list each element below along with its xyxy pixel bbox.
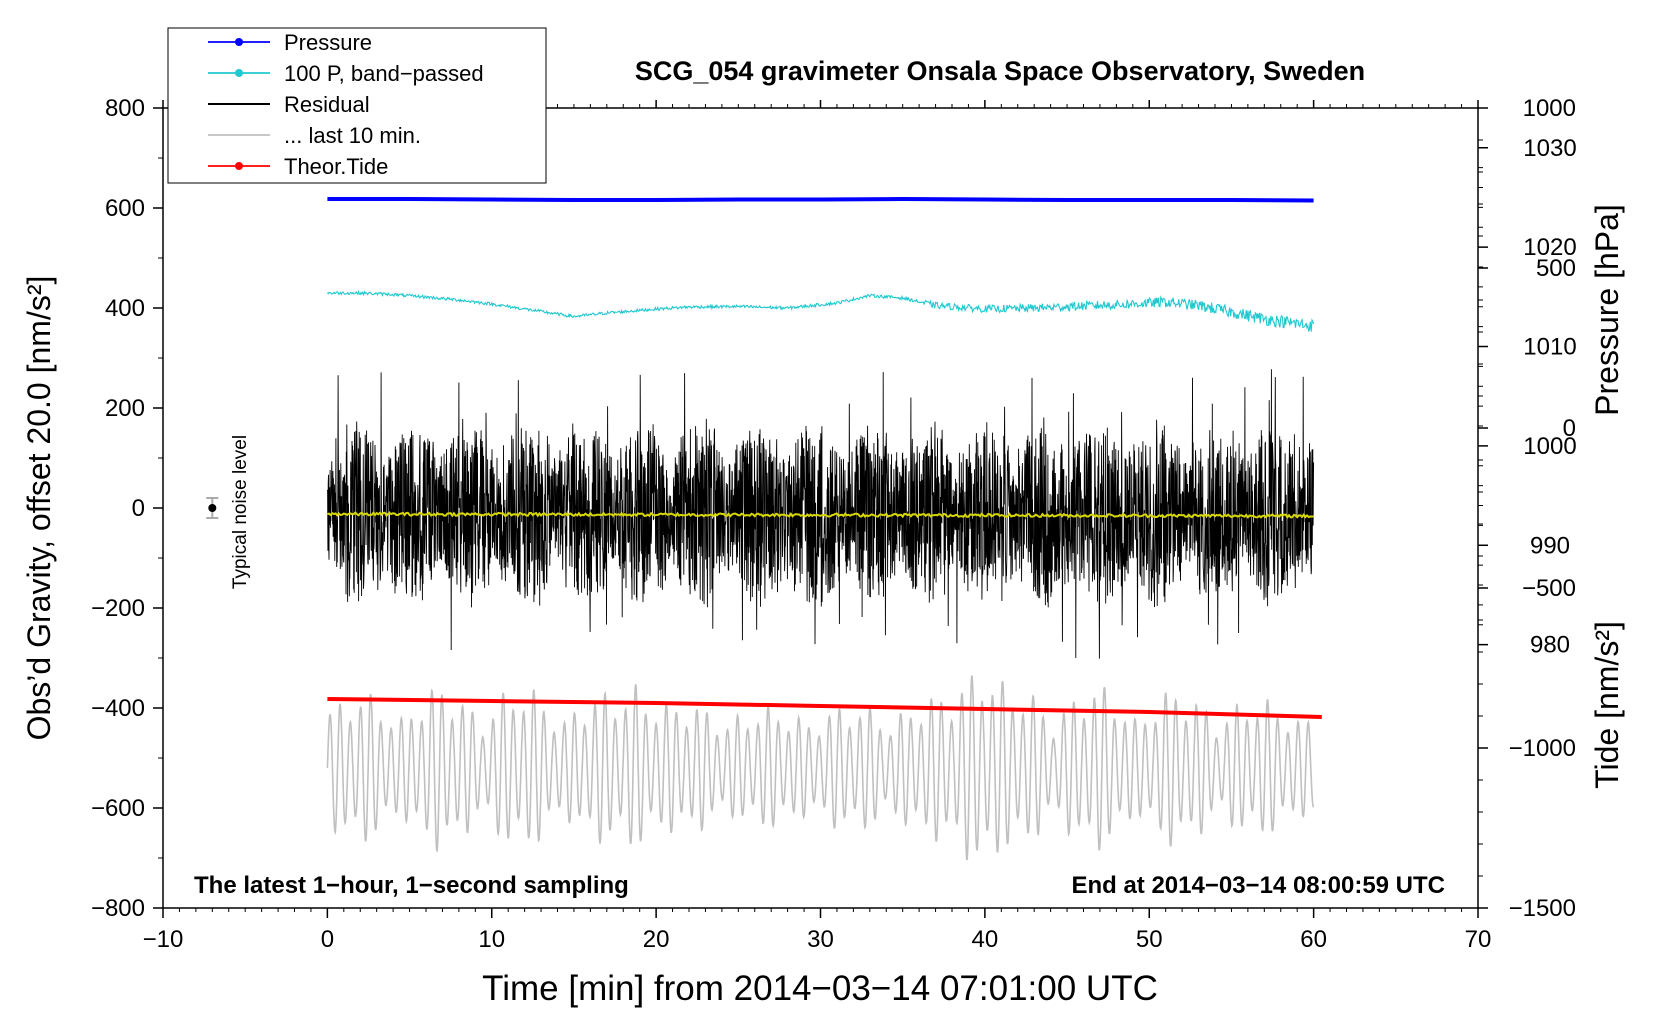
series-residual-smoothed: [327, 511, 1314, 520]
pressure-axis-label: Pressure [hPa]: [1589, 204, 1625, 416]
ticks-layer: −10 0 10 20 30 40 50 60 708006004002000−200−400−…: [91, 95, 1577, 953]
pressure-tick-label: 990: [1530, 532, 1570, 559]
x-tick-label: 30: [807, 926, 834, 953]
x-tick-label: 20: [643, 926, 670, 953]
y-tick-label: 200: [105, 395, 145, 422]
x-tick-label: 40: [972, 926, 999, 953]
y-tick-label: −600: [91, 795, 145, 822]
series-theor-tide: [327, 697, 1322, 719]
pressure-tick-label: 1010: [1523, 334, 1576, 361]
series-residual: [326, 369, 1315, 659]
legend-marker: [235, 38, 243, 46]
y-tick-label: −400: [91, 695, 145, 722]
tide-axis-label: Tide [nm/s²]: [1589, 621, 1625, 789]
y-tick-label: 800: [105, 95, 145, 122]
tide-tick-label: −1500: [1509, 895, 1576, 922]
pressure-tick-label: 1020: [1523, 234, 1576, 261]
legend-label: ... last 10 min.: [284, 123, 421, 148]
x-tick-label: 70: [1465, 926, 1492, 953]
legend-label: Residual: [284, 92, 370, 117]
x-axis-label: Time [min] from 2014−03−14 07:01:00 UTC: [482, 969, 1158, 1008]
x-tick-label: 60: [1300, 926, 1327, 953]
series-pressure: [327, 196, 1314, 203]
y-axis-label: Obs’d Gravity, offset 20.0 [nm/s²]: [21, 276, 57, 741]
x-tick-label: −10: [143, 926, 184, 953]
series-layer: [326, 196, 1322, 861]
y-tick-label: −200: [91, 595, 145, 622]
annotation-bottom-right: End at 2014−03−14 08:00:59 UTC: [1071, 872, 1445, 899]
y-tick-label: −800: [91, 895, 145, 922]
pressure-tick-label: 980: [1530, 632, 1570, 659]
tide-tick-label: 1000: [1523, 95, 1576, 122]
tide-tick-label: 0: [1563, 415, 1576, 442]
legend-marker: [235, 69, 243, 77]
y-tick-label: 600: [105, 195, 145, 222]
legend-entries: Pressure 100 P, band−passed Residual ... la…: [208, 30, 484, 179]
noise-marker: [206, 497, 219, 519]
pressure-tick-label: 1000: [1523, 433, 1576, 460]
tide-tick-label: 500: [1536, 255, 1576, 282]
legend-marker: [235, 162, 243, 170]
series-last-10-min: [326, 675, 1315, 861]
chart-title: SCG_054 gravimeter Onsala Space Observat…: [635, 56, 1365, 86]
series-pressure-band-passed: [326, 289, 1315, 332]
noise-point: [208, 504, 217, 512]
legend-label: Pressure: [284, 30, 372, 55]
legend-label: Theor.Tide: [284, 154, 388, 179]
y-tick-label: 400: [105, 295, 145, 322]
pressure-tick-label: 1030: [1523, 135, 1576, 162]
legend: Pressure 100 P, band−passed Residual ... la…: [167, 27, 547, 184]
annotation-bottom-left: The latest 1−hour, 1−second sampling: [194, 872, 629, 899]
noise-level-label: Typical noise level: [230, 435, 251, 589]
tide-tick-label: −500: [1522, 575, 1576, 602]
x-tick-label: 10: [478, 926, 505, 953]
x-tick-label: 0: [321, 926, 334, 953]
legend-box: [167, 27, 547, 184]
legend-label: 100 P, band−passed: [284, 61, 484, 86]
x-tick-label: 50: [1136, 926, 1163, 953]
y-tick-label: 0: [132, 495, 145, 522]
tide-tick-label: −1000: [1509, 735, 1576, 762]
